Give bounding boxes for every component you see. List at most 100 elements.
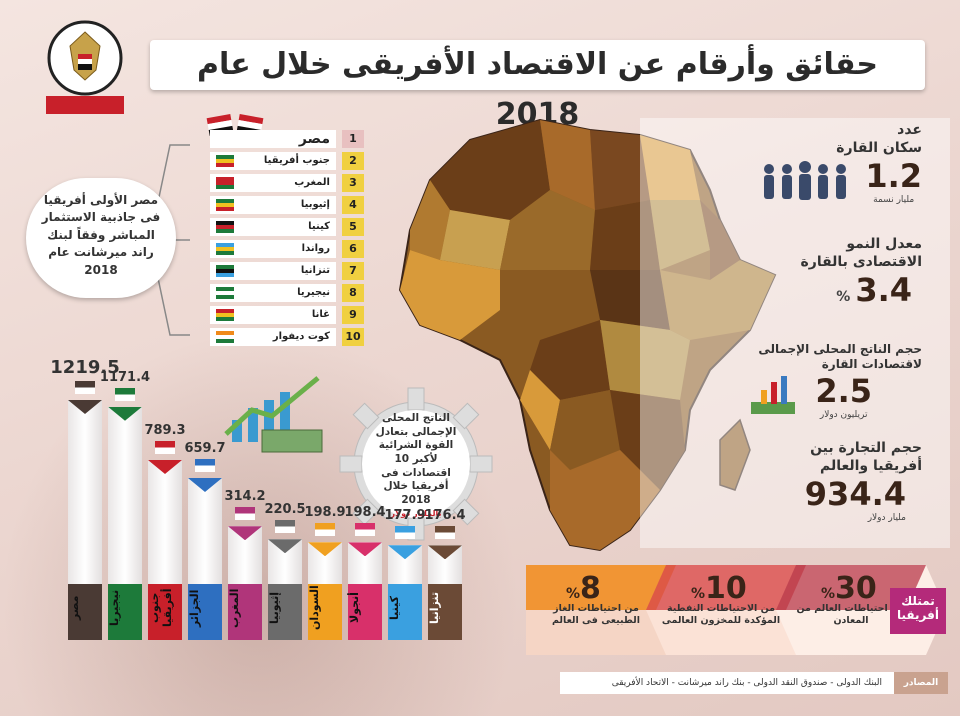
bar-country-label: السودان — [308, 585, 321, 631]
bar: إثيوبيا 220.5 — [264, 499, 306, 640]
bar-country-label: المغرب — [228, 588, 241, 628]
gear-description: الناتج المحلى الإجمالى بتعادل القوة الشر… — [375, 412, 457, 506]
ranking-row: إثيوبيا 4 — [186, 196, 366, 214]
ranking-number: 3 — [342, 174, 364, 192]
gear-text: الناتج المحلى الإجمالى بتعادل القوة الشر… — [370, 412, 462, 520]
reserve-percent-value: 8 — [580, 571, 601, 606]
bar-value-label: 177.9 — [384, 508, 426, 524]
flag-icon — [216, 177, 234, 189]
trade-label-2: أفريقيا والعالم — [819, 457, 922, 474]
bar-value-label: 314.2 — [224, 489, 266, 505]
ranking-number: 8 — [342, 284, 364, 302]
bar-value-label: 1219.5 — [50, 357, 120, 378]
ranking-row: غانا 9 — [186, 306, 366, 324]
growth-unit: % — [836, 289, 851, 305]
ranking-row: مصر 1 — [186, 130, 366, 148]
people-icon — [764, 161, 847, 200]
bar-base — [348, 584, 382, 640]
reserves-strip: %30 من احتياطات العالم من المعادن %10 من ال… — [526, 565, 946, 655]
fdi-ranking-list: مصر 1 جنوب أفريقيا 2 المغرب 3 إثيوبيا 4 كينيا 5 رو… — [186, 130, 366, 352]
reserve-percent-value: 10 — [705, 571, 747, 606]
bar-value-label: 789.3 — [144, 422, 186, 438]
reserves-owns-tag: تمتلك أفريقيا — [890, 588, 946, 634]
percent-symbol: % — [691, 586, 706, 602]
growth-label-1: معدل النمو — [846, 236, 922, 252]
flag-icon — [155, 440, 175, 454]
africa-map — [390, 110, 790, 560]
bar: أنجولا 198.4 — [344, 502, 386, 640]
growth-money-icon — [224, 376, 323, 453]
page-title: حقائق وأرقام عن الاقتصاد الأفريقى خلال ع… — [150, 40, 925, 132]
bar-country-label: جنوب أفريقيا — [148, 588, 174, 628]
sources-tag: المصادر — [894, 672, 948, 694]
flag-icon — [115, 387, 135, 401]
ranking-country: كوت ديفوار — [210, 328, 336, 346]
ranking-row: المغرب 3 — [186, 174, 366, 192]
ranking-country: مصر — [210, 130, 336, 148]
flag-icon — [216, 331, 234, 343]
population-value: 1.2 — [865, 157, 922, 195]
population-label-2: سكان القارة — [836, 139, 922, 156]
bar-country-label: إثيوبيا — [268, 591, 281, 625]
trade-value: 934.4 — [804, 475, 906, 513]
flag-icon — [216, 309, 234, 321]
bar-base — [228, 584, 262, 640]
gear-unit: بالمليار دولار — [390, 509, 442, 519]
ranking-row: كينيا 5 — [186, 218, 366, 236]
bar-country-label: الجزائر — [188, 589, 201, 627]
bar-base — [188, 584, 222, 640]
gear-badge — [336, 384, 496, 544]
bar: السودان 198.9 — [304, 502, 346, 640]
reserve-label: من احتياطات العالم من المعادن — [796, 603, 906, 627]
gdp-stat: حجم الناتج المحلى الإجمالى لاقتصادات الق… — [700, 342, 922, 420]
stats-panel — [640, 118, 950, 548]
ranking-row: كوت ديفوار 10 — [186, 328, 366, 346]
ranking-number: 10 — [342, 328, 364, 346]
sources-text: البنك الدولى - صندوق النقد الدولى - بنك … — [611, 678, 882, 688]
sources-bar: المصادر البنك الدولى - صندوق النقد الدول… — [560, 672, 948, 694]
flag-icon — [435, 526, 455, 540]
ranking-number: 9 — [342, 306, 364, 324]
reserve-label: من الاحتياطات النفطية المؤكدة للمخزون ال… — [661, 603, 781, 627]
gdp-unit: تريليون دولار — [819, 410, 868, 420]
flag-icon — [216, 265, 234, 277]
flag-icon — [195, 459, 215, 473]
ranking-row: تنزانيا 7 — [186, 262, 366, 280]
fdi-callout: مصر الأولى أفريقيا فى جاذبية الاستثمار ا… — [26, 178, 176, 298]
bar-country-label: أنجولا — [348, 592, 361, 624]
bar-country-label: نيجيريا — [108, 589, 121, 627]
money-chart-icon — [751, 376, 796, 414]
flag-icon — [315, 523, 335, 537]
growth-value: 3.4 — [855, 271, 912, 309]
flag-icon — [235, 507, 255, 521]
growth-label-2: الاقتصادى بالقارة — [800, 253, 922, 270]
bar: جنوب أفريقيا 789.3 — [144, 420, 186, 640]
gdp-label-2: لاقتصادات القارة — [821, 357, 922, 371]
ranking-number: 1 — [342, 130, 364, 148]
ranking-country: تنزانيا — [210, 262, 336, 280]
ranking-number: 7 — [342, 262, 364, 280]
growth-stat: معدل النمو الاقتصادى بالقارة % 3.4 — [700, 236, 922, 309]
population-label-1: عدد — [897, 122, 922, 138]
bar-value-label: 176.4 — [424, 508, 466, 524]
ranking-number: 4 — [342, 196, 364, 214]
bar-base — [428, 584, 462, 640]
population-unit: مليار نسمة — [873, 195, 915, 205]
gdp-label-1: حجم الناتج المحلى الإجمالى — [758, 342, 922, 356]
bar: نيجيريا 1171.4 — [100, 367, 150, 640]
bar-base — [108, 584, 142, 640]
cabinet-logo — [40, 18, 130, 118]
bar-country-label: كينيا — [388, 596, 401, 620]
gdp-ppp-bar-chart: مصر 1219.5 نيجيريا 1171.4 جنوب أفريقيا 789.3 ا… — [50, 357, 480, 680]
bar: تنزانيا 176.4 — [424, 505, 466, 640]
ranking-number: 6 — [342, 240, 364, 258]
percent-symbol: % — [821, 586, 836, 602]
ranking-number: 5 — [342, 218, 364, 236]
flag-icon — [216, 243, 234, 255]
bar-base — [388, 584, 422, 640]
ranking-country: جنوب أفريقيا — [210, 152, 336, 170]
reserve-label: من احتياطات الغاز الطبيعى فى العالم — [551, 603, 641, 627]
bar: كينيا 177.9 — [384, 505, 426, 640]
percent-symbol: % — [566, 586, 581, 602]
flag-icon — [75, 381, 95, 394]
